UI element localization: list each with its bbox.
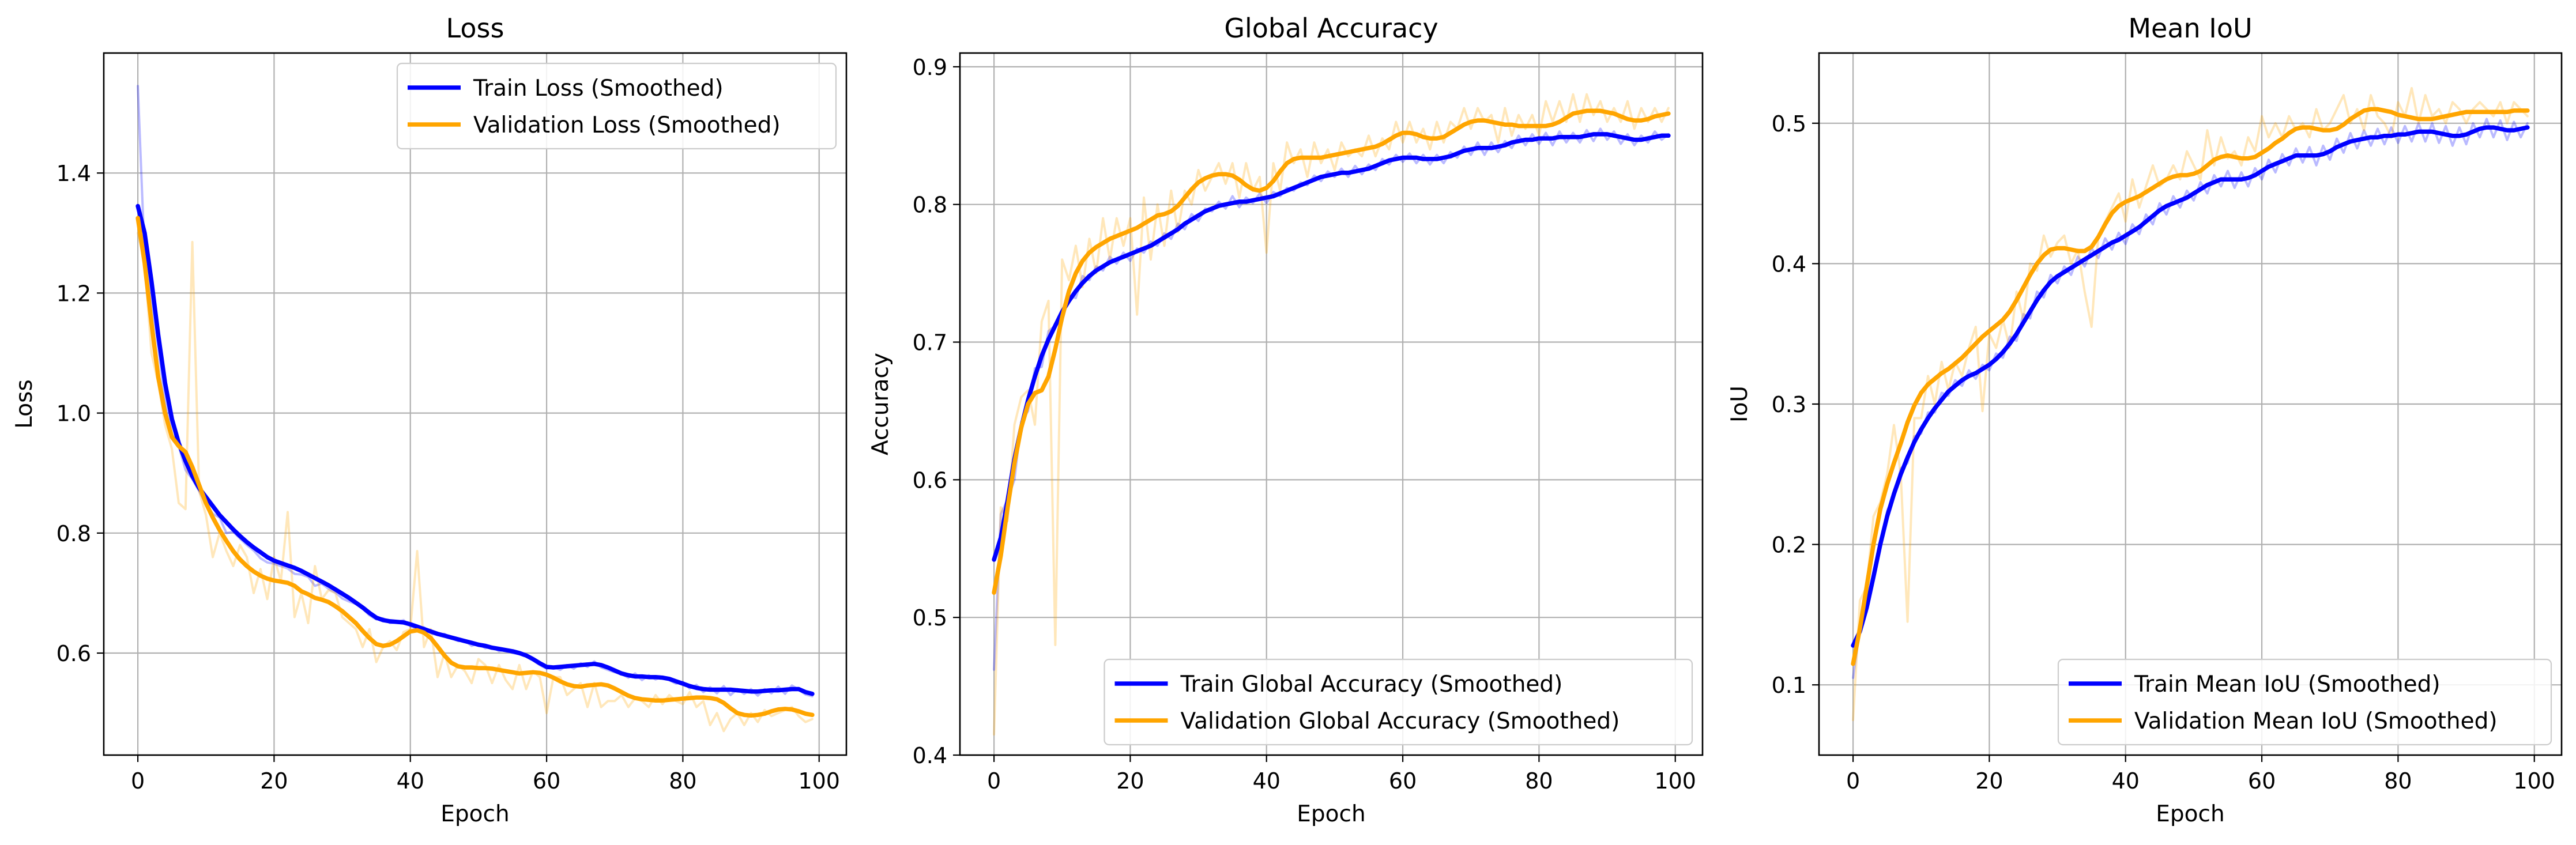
y-tick-label: 1.2 [57, 281, 91, 306]
y-tick-label: 0.1 [1772, 673, 1806, 698]
series-group [1851, 86, 2530, 722]
legend-label: Train Mean IoU (Smoothed) [2134, 672, 2441, 697]
x-tick-label: 40 [397, 768, 424, 794]
chart-title: Global Accuracy [1224, 13, 1438, 44]
legend-label: Validation Loss (Smoothed) [473, 112, 781, 138]
x-tick-label: 0 [131, 768, 145, 794]
series-line-smoothed-2 [992, 108, 1671, 595]
chart-panel-3: 0 20 40 60 80 100 0.1 0.2 0.3 0.4 0.5 Mean IoU Epoch… [1727, 13, 2563, 827]
x-tick-label: 20 [1975, 768, 2003, 794]
x-tick-label: 0 [987, 768, 1001, 794]
y-tick-label: 0.3 [1772, 392, 1806, 417]
axes-frame [103, 52, 848, 756]
x-tick-label: 80 [1525, 768, 1553, 794]
x-tick-label: 20 [1116, 768, 1144, 794]
series-group [135, 85, 815, 733]
x-axis-label: Epoch [2156, 801, 2224, 827]
series-line-smoothed-0 [992, 132, 1671, 562]
series-line-smoothed-0 [135, 203, 815, 696]
legend: Train Loss (Smoothed) Validation Loss (Sm… [396, 62, 837, 150]
series-line-raw-3 [1852, 86, 2529, 722]
legend-label: Train Loss (Smoothed) [473, 76, 724, 101]
x-tick-label: 20 [260, 768, 288, 794]
x-tick-label: 0 [1846, 768, 1860, 794]
y-axis-label: Accuracy [868, 353, 894, 455]
x-axis-label: Epoch [1297, 801, 1365, 827]
grid [104, 53, 846, 755]
y-axis-label: Loss [12, 379, 37, 429]
y-tick-label: 0.7 [913, 330, 947, 356]
x-tick-label: 60 [533, 768, 560, 794]
y-tick-label: 0.2 [1772, 533, 1806, 558]
x-tick-label: 100 [2513, 768, 2555, 794]
y-tick-label: 0.6 [913, 467, 947, 493]
legend: Train Mean IoU (Smoothed) Validation Mean… [2057, 658, 2552, 746]
x-tick-label: 40 [1253, 768, 1281, 794]
legend-label: Validation Global Accuracy (Smoothed) [1181, 708, 1620, 734]
series-group [992, 93, 1671, 736]
y-tick-label: 0.6 [57, 641, 91, 666]
legend-box [396, 62, 837, 150]
chart-panel-2: 0 20 40 60 80 100 0.4 0.5 0.6 0.7 0.8 0.9 Global Acc… [868, 13, 1704, 827]
x-tick-label: 100 [798, 768, 840, 794]
series-line-smoothed-0 [1851, 125, 2530, 648]
legend-box [2057, 658, 2552, 746]
grid [960, 53, 1703, 756]
y-tick-label: 0.4 [913, 743, 947, 768]
y-tick-label: 0.5 [913, 605, 947, 631]
x-tick-label: 100 [1654, 768, 1696, 794]
y-tick-label: 0.8 [913, 193, 947, 218]
y-tick-label: 1.4 [57, 161, 91, 186]
x-tick-label: 80 [669, 768, 696, 794]
chart-title: Loss [446, 13, 504, 44]
axes-frame [959, 52, 1704, 756]
x-tick-label: 60 [1389, 768, 1417, 794]
legend-box [1104, 658, 1693, 746]
x-tick-label: 40 [2112, 768, 2140, 794]
y-axis-label: IoU [1727, 386, 1753, 423]
series-line-smoothed-2 [1851, 107, 2530, 666]
y-tick-label: 0.9 [913, 55, 947, 80]
series-line-raw-3 [137, 232, 814, 733]
x-axis-label: Epoch [440, 801, 509, 827]
y-tick-label: 1.0 [57, 401, 91, 427]
legend-label: Train Global Accuracy (Smoothed) [1180, 672, 1563, 697]
chart-panel-1: 0 20 40 60 80 100 0.6 0.8 1.0 1.2 1.4 Loss Epoch Loss… [12, 13, 848, 827]
chart-title: Mean IoU [2128, 13, 2252, 44]
x-tick-label: 60 [2248, 768, 2276, 794]
y-tick-label: 0.4 [1772, 251, 1806, 277]
x-tick-label: 80 [2384, 768, 2412, 794]
legend: Train Global Accuracy (Smoothed) Validati… [1104, 658, 1693, 746]
legend-label: Validation Mean IoU (Smoothed) [2134, 708, 2498, 734]
y-tick-label: 0.5 [1772, 111, 1806, 137]
y-tick-label: 0.8 [57, 521, 91, 546]
series-line-smoothed-2 [135, 216, 815, 718]
